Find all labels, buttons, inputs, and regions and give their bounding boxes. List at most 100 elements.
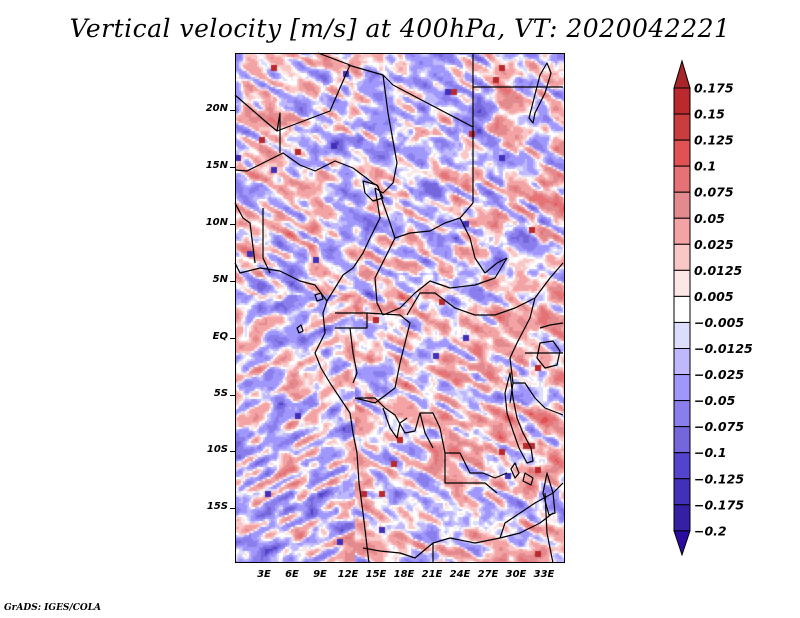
x-tick-label: 21E	[421, 569, 443, 580]
border-line	[459, 202, 508, 274]
x-tick-label: 3E	[257, 569, 271, 580]
island-outline	[314, 292, 324, 302]
colorbar-arrow-top	[673, 59, 691, 89]
x-tick-label: 6E	[285, 569, 299, 580]
x-tick-label: 9E	[313, 569, 327, 580]
border-line	[347, 64, 394, 86]
y-tick-label: 10S	[206, 444, 228, 455]
chart-title: Vertical velocity [m/s] at 400hPa, VT: 2…	[69, 14, 731, 43]
y-tick-label: EQ	[212, 331, 228, 342]
border-line	[499, 482, 564, 539]
y-tick-mark	[230, 451, 235, 452]
border-line	[513, 382, 564, 416]
colorbar-label: 0.005	[694, 289, 734, 304]
border-line	[357, 397, 508, 479]
border-line	[234, 52, 351, 132]
colorbar-label: −0.005	[694, 315, 744, 330]
border-line	[394, 217, 461, 239]
border-line	[354, 312, 411, 404]
colorbar-label: −0.1	[694, 445, 727, 460]
border-line	[234, 262, 328, 302]
colorbar-label: 0.075	[694, 185, 734, 200]
lake-outline	[528, 62, 552, 124]
y-tick-label: 5N	[212, 274, 228, 285]
border-line	[234, 152, 379, 187]
border-line	[349, 327, 358, 384]
border-line	[419, 412, 434, 449]
colorbar-label: 0.0125	[694, 263, 743, 278]
colorbar-segment	[673, 139, 691, 167]
y-tick-label: 10N	[205, 217, 228, 228]
colorbar-label: 0.1	[694, 159, 716, 174]
x-tick-label: 30E	[505, 569, 527, 580]
border-line	[406, 262, 564, 316]
country-borders-overlay	[234, 52, 564, 564]
border-line	[374, 237, 396, 316]
lake-outline	[362, 180, 384, 202]
colorbar-segment	[673, 374, 691, 402]
island-outline	[296, 324, 304, 334]
colorbar-arrow-bottom	[673, 530, 691, 557]
colorbar-label: −0.2	[694, 523, 727, 538]
border-line	[234, 202, 256, 264]
colorbar-segment	[673, 165, 691, 193]
border-line	[377, 185, 396, 239]
colorbar-label: −0.025	[694, 367, 744, 382]
colorbar-segment	[673, 478, 691, 506]
map-plot-area	[234, 52, 565, 564]
border-line	[362, 512, 554, 559]
border-line	[326, 187, 381, 302]
colorbar-label: 0.175	[694, 81, 734, 96]
x-tick-label: 24E	[449, 569, 471, 580]
colorbar-segment	[673, 348, 691, 376]
grads-credit: GrADS: IGES/COLA	[4, 603, 102, 613]
colorbar-segment	[673, 400, 691, 428]
colorbar-label: 0.025	[694, 237, 734, 252]
lake-outline	[542, 472, 556, 516]
y-tick-mark	[230, 167, 235, 168]
colorbar: 0.175 0.15 0.125 0.1 0.075 0.05 0.025 0.0125 0.0…	[673, 59, 753, 557]
colorbar-label: −0.175	[694, 497, 744, 512]
colorbar-label: −0.125	[694, 471, 744, 486]
y-tick-mark	[230, 281, 235, 282]
colorbar-label: −0.05	[694, 393, 736, 408]
border-line	[509, 297, 536, 404]
y-tick-mark	[230, 224, 235, 225]
y-tick-mark	[230, 110, 235, 111]
border-line	[544, 492, 554, 564]
border-line	[276, 112, 281, 153]
border-line	[392, 84, 474, 203]
colorbar-label: 0.15	[694, 107, 725, 122]
colorbar-label: 0.125	[694, 133, 734, 148]
colorbar-label: −0.075	[694, 419, 744, 434]
x-tick-label: 12E	[337, 569, 359, 580]
colorbar-segment	[673, 243, 691, 271]
colorbar-segment	[673, 504, 691, 532]
lake-outline	[504, 372, 534, 464]
y-tick-label: 20N	[205, 103, 228, 114]
border-line	[374, 74, 398, 194]
border-line	[382, 257, 508, 316]
colorbar-segment	[673, 217, 691, 245]
colorbar-label: 0.05	[694, 211, 725, 226]
border-line	[262, 208, 271, 274]
colorbar-segment	[673, 269, 691, 297]
border-line	[335, 312, 368, 329]
x-tick-label: 18E	[393, 569, 415, 580]
colorbar-segment	[673, 191, 691, 219]
border-line	[444, 453, 498, 494]
x-tick-label: 15E	[365, 569, 387, 580]
colorbar-label: −0.0125	[694, 341, 753, 356]
border-line	[382, 407, 408, 439]
colorbar-segment	[673, 426, 691, 454]
colorbar-segment	[673, 113, 691, 141]
x-tick-label: 33E	[533, 569, 555, 580]
lake-outline	[536, 340, 561, 369]
y-tick-mark	[230, 395, 235, 396]
y-tick-label: 5S	[213, 388, 228, 399]
y-tick-mark	[230, 338, 235, 339]
border-line	[539, 322, 564, 329]
lake-outline	[522, 472, 534, 486]
colorbar-segment	[673, 87, 691, 115]
colorbar-segment	[673, 295, 691, 323]
